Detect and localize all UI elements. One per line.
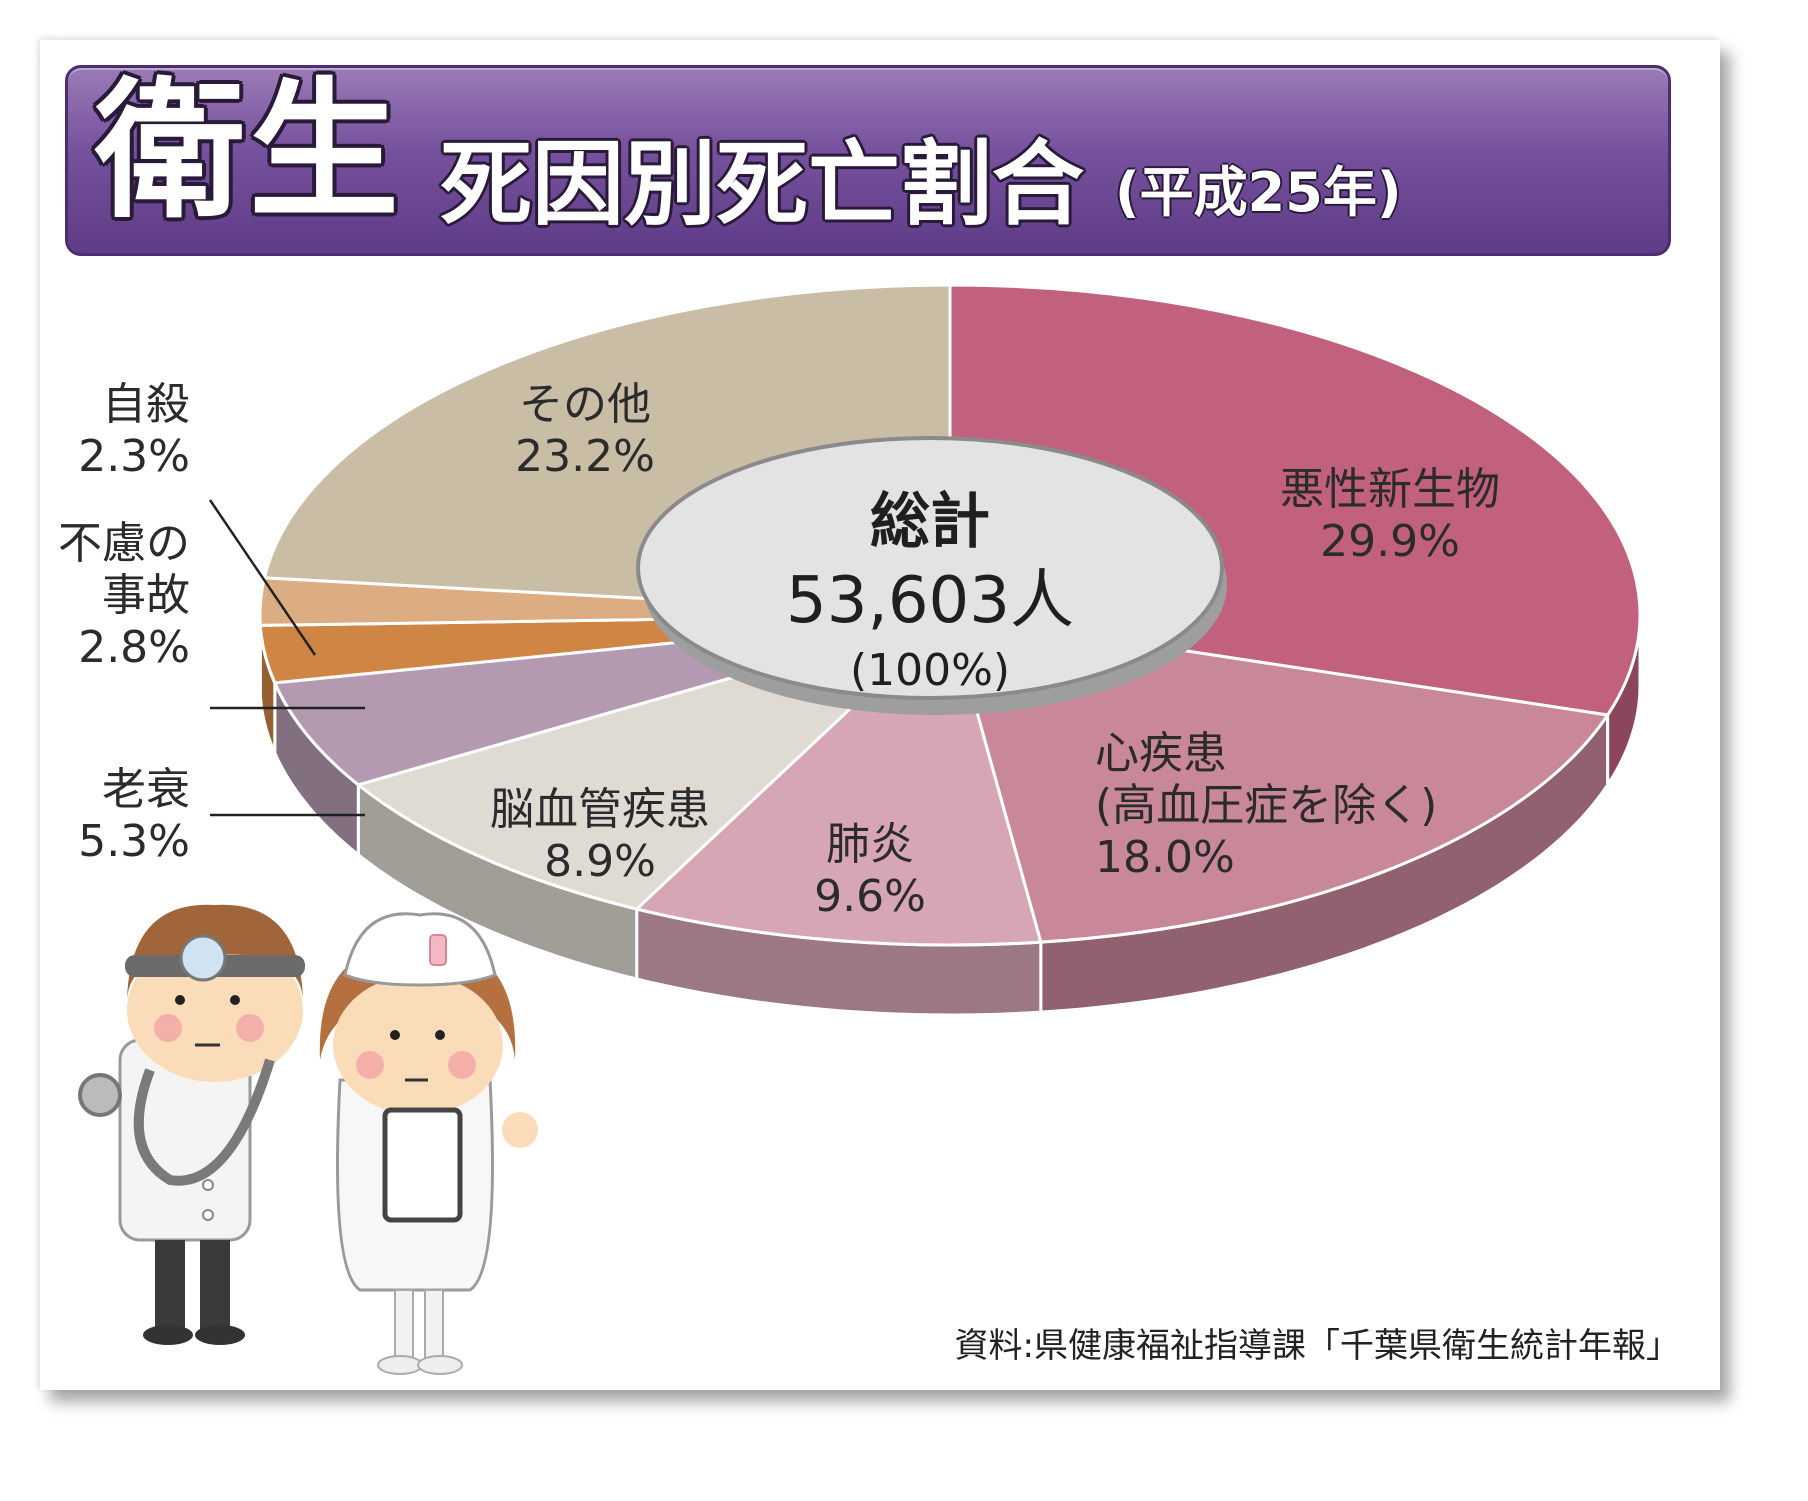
leader-lines xyxy=(208,499,365,817)
data-source: 資料:県健康福祉指導課「千葉県衛生統計年報」 xyxy=(954,1326,1680,1366)
slice-3-label: 肺炎 9.6% xyxy=(814,819,926,922)
slice-4-label: 脳血管疾患 8.9% xyxy=(490,784,710,887)
chart-year: (平成25年) xyxy=(1115,161,1402,224)
title-banner xyxy=(65,65,1671,256)
slice-labels: 悪性新生物 29.9% 心疾患(高血圧症を除く) 18.0% 肺炎 9.6% 脳血管疾患 8.… xyxy=(58,379,1500,922)
center-title: 総計 xyxy=(870,487,990,557)
slice-2-label: 心疾患(高血圧症を除く) 18.0% xyxy=(1095,728,1437,883)
nurse-illustration xyxy=(319,912,538,1375)
slice-7-label: 自殺 2.3% xyxy=(78,379,190,482)
slice-1-label: 悪性新生物 29.9% xyxy=(1280,464,1500,567)
slice-7-leader-line xyxy=(208,499,317,656)
chart-title: 死因別死亡割合 xyxy=(440,131,1085,238)
slice-2 xyxy=(947,613,1611,944)
center-percent: (100%) xyxy=(850,645,1010,696)
doctor-illustration xyxy=(78,904,305,1345)
center-total: 53,603人 xyxy=(786,564,1074,638)
slice-5-label: 老衰 5.3% xyxy=(78,764,190,867)
category-title: 衛生 xyxy=(95,65,404,239)
slice-8-label: その他 23.2% xyxy=(515,379,655,482)
slice-6-label: 不慮の事故 2.8% xyxy=(58,518,190,673)
center-badge: 総計 53,603人 (100%) xyxy=(636,436,1227,715)
